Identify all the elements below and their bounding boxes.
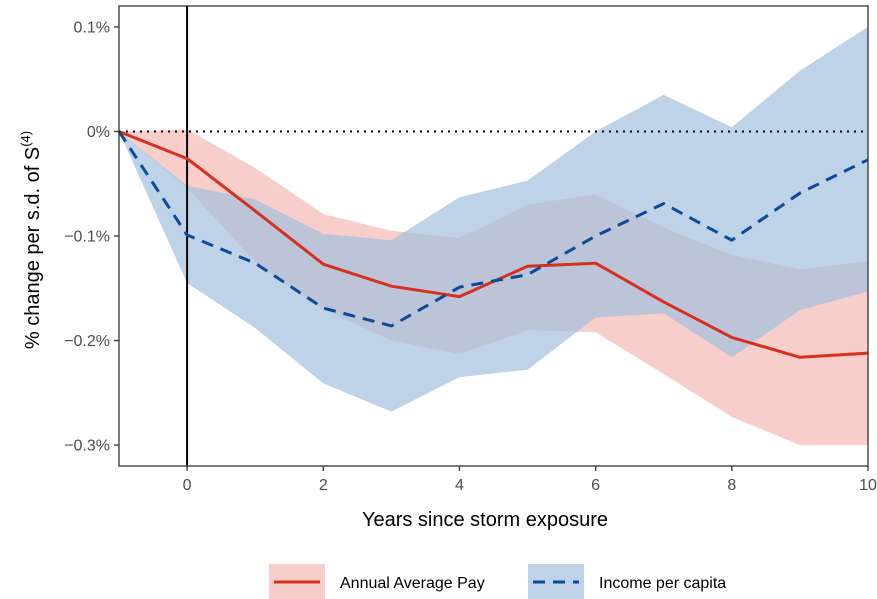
legend-item-1: Income per capita: [528, 564, 726, 599]
x-tick-label: 8: [727, 477, 736, 494]
x-axis: 0 2 4 6 8 10: [183, 466, 877, 494]
x-axis-title: Years since storm exposure: [362, 509, 608, 531]
y-tick-label: −0.2%: [64, 333, 110, 350]
y-axis-title-main: % change per s.d. of S: [22, 147, 44, 349]
y-tick-label: 0%: [87, 124, 110, 141]
series-line-1: [117, 130, 869, 328]
x-tick-label: 4: [455, 477, 464, 494]
confidence-band-1: [119, 26, 868, 412]
x-tick-label: 2: [319, 477, 328, 494]
x-tick-label: 6: [591, 477, 600, 494]
confidence-bands: [119, 26, 868, 446]
y-tick-label: −0.3%: [64, 438, 110, 455]
y-axis-title: % change per s.d. of S(4): [18, 131, 44, 349]
y-axis-title-superscript: (4): [18, 131, 33, 147]
legend-item-0: Annual Average Pay: [269, 564, 485, 599]
y-tick-label: −0.1%: [64, 229, 110, 246]
legend-label-0: Annual Average Pay: [340, 575, 485, 592]
x-tick-label: 10: [859, 477, 877, 494]
legend: Annual Average Pay Income per capita: [269, 564, 726, 599]
x-tick-label: 0: [183, 477, 192, 494]
y-axis: 0.1% 0% −0.1% −0.2% −0.3%: [64, 19, 119, 455]
y-tick-label: 0.1%: [74, 19, 110, 36]
series-lines: [117, 130, 869, 359]
legend-label-1: Income per capita: [599, 575, 726, 592]
svg-text:% change per s.d. of S(4): % change per s.d. of S(4): [18, 131, 44, 349]
